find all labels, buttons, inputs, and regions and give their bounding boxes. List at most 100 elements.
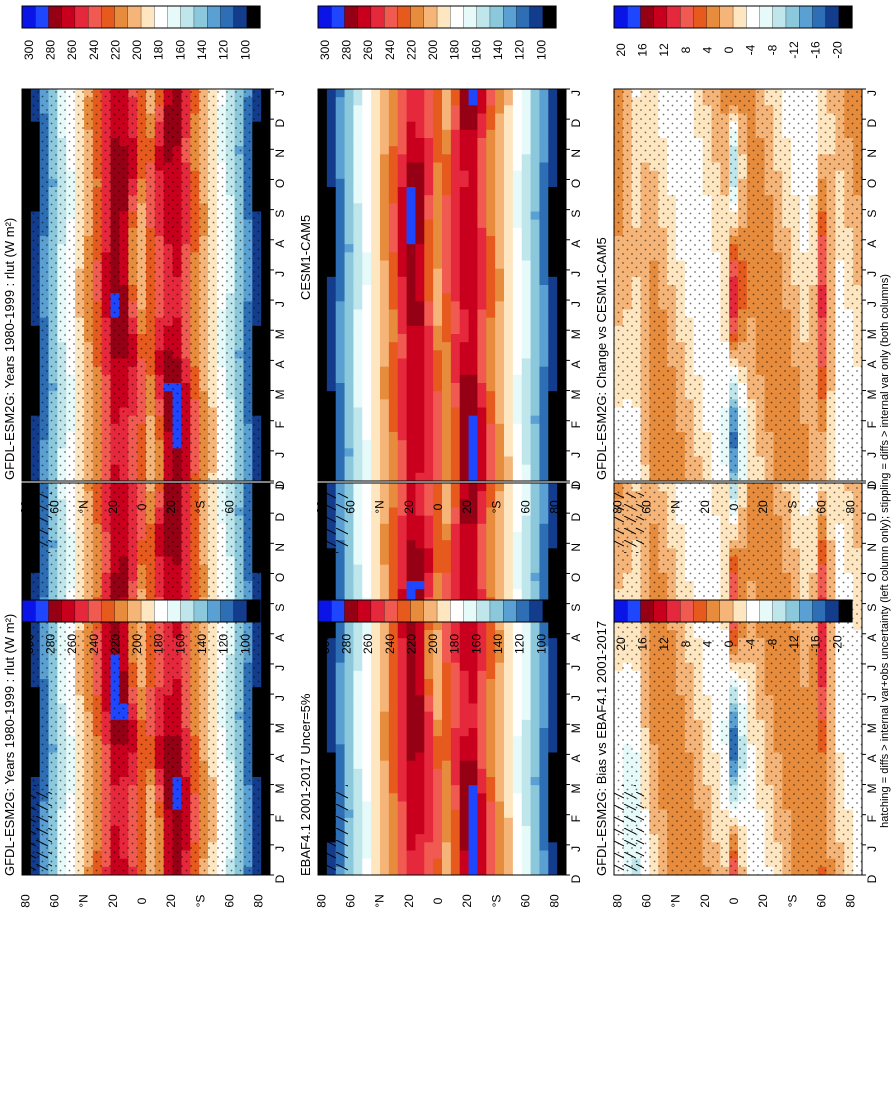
heatmap-cell	[521, 491, 531, 500]
heatmap-cell	[362, 630, 372, 639]
heatmap-cell	[380, 556, 390, 566]
heatmap-cell	[415, 499, 425, 508]
heatmap-cell	[486, 654, 496, 664]
heatmap-cell	[415, 121, 425, 131]
heatmap-cell	[415, 858, 425, 868]
heatmap-cell	[539, 548, 549, 557]
heatmap-cell	[353, 154, 363, 163]
heatmap-cell	[318, 268, 328, 278]
heatmap-cell	[486, 154, 496, 163]
heatmap-cell	[557, 752, 567, 762]
heatmap-cell	[318, 662, 328, 672]
heatmap-cell	[424, 113, 434, 123]
heatmap-cell	[335, 711, 345, 721]
heatmap-cell	[486, 203, 496, 212]
heatmap-cell	[495, 719, 505, 729]
heatmap-cell	[486, 236, 496, 245]
heatmap-cell	[397, 556, 407, 566]
heatmap-cell	[521, 507, 531, 517]
heatmap-cell	[468, 801, 478, 811]
heatmap-cell	[521, 146, 531, 155]
heatmap-cell	[415, 556, 425, 566]
heatmap-cell	[388, 556, 399, 566]
heatmap-cell	[397, 260, 407, 270]
heatmap-cell	[424, 219, 434, 229]
heatmap-cell	[477, 203, 487, 212]
heatmap-cell	[335, 170, 345, 180]
heatmap-cell	[477, 662, 487, 672]
colorbar-swatch	[127, 599, 142, 623]
heatmap-cell	[335, 670, 345, 680]
heatmap-cell	[344, 532, 354, 541]
heatmap-cell	[397, 826, 407, 835]
heatmap-cell	[495, 589, 505, 598]
latitude-tick-label: 20	[402, 894, 416, 908]
heatmap-cell	[504, 687, 514, 696]
heatmap-cell	[415, 236, 425, 245]
heatmap-cell	[353, 793, 363, 802]
heatmap-cell	[459, 850, 469, 860]
heatmap-cell	[530, 826, 540, 835]
heatmap-cell	[557, 768, 567, 778]
heatmap-cell	[388, 121, 399, 131]
heatmap-cell	[424, 670, 434, 680]
heatmap-cell	[539, 572, 549, 582]
heatmap-cell	[326, 744, 337, 753]
colorbar-tick-label: 140	[491, 634, 505, 654]
heatmap-cell	[318, 170, 328, 180]
colorbar-swatch	[344, 599, 359, 623]
heatmap-cell	[459, 589, 469, 598]
heatmap-cell	[459, 540, 469, 549]
heatmap-cell	[362, 621, 372, 631]
heatmap-cell	[495, 703, 505, 713]
heatmap-cell	[415, 227, 425, 237]
heatmap-cell	[459, 809, 469, 819]
heatmap-cell	[504, 499, 514, 508]
heatmap-cell	[530, 499, 540, 508]
heatmap-cell	[362, 515, 372, 525]
heatmap-cell	[362, 138, 372, 147]
heatmap-cell	[362, 858, 372, 868]
heatmap-cell	[397, 564, 407, 574]
heatmap-cell	[442, 203, 452, 212]
heatmap-cell	[557, 695, 567, 704]
heatmap-cell	[406, 760, 416, 770]
heatmap-cell	[512, 711, 523, 721]
heatmap-cell	[353, 589, 363, 598]
heatmap-cell	[468, 227, 478, 237]
heatmap-cell	[477, 719, 487, 729]
heatmap-cell	[477, 523, 487, 533]
heatmap-cell	[406, 178, 416, 188]
heatmap-cell	[548, 679, 558, 688]
heatmap-cell	[424, 491, 434, 500]
heatmap-cell	[539, 760, 549, 770]
heatmap-cell	[362, 687, 372, 696]
heatmap-cell	[459, 662, 469, 672]
heatmap-cell	[326, 203, 337, 212]
heatmap-cell	[344, 556, 354, 566]
heatmap-cell	[450, 662, 461, 672]
heatmap-cell	[424, 719, 434, 729]
heatmap-cell	[371, 301, 381, 310]
heatmap-cell	[504, 760, 514, 770]
heatmap-cell	[388, 301, 399, 310]
heatmap-cell	[353, 244, 363, 253]
heatmap-cell	[442, 276, 452, 286]
heatmap-cell	[344, 752, 354, 762]
heatmap-cell	[539, 276, 549, 286]
heatmap-cell	[344, 638, 354, 647]
heatmap-cell	[530, 178, 540, 188]
heatmap-cell	[477, 268, 487, 278]
heatmap-cell	[406, 105, 416, 114]
heatmap-cell	[504, 507, 514, 517]
heatmap-cell	[468, 842, 478, 851]
colorbar-swatch	[154, 5, 168, 29]
heatmap-cell	[512, 826, 523, 835]
heatmap-cell	[459, 491, 469, 500]
heatmap-cell	[512, 97, 523, 106]
colorbar-swatch	[87, 599, 102, 623]
heatmap-cell	[548, 285, 558, 294]
heatmap-cell	[318, 293, 328, 302]
colorbar-swatch	[180, 599, 195, 623]
heatmap-cell	[433, 89, 443, 98]
